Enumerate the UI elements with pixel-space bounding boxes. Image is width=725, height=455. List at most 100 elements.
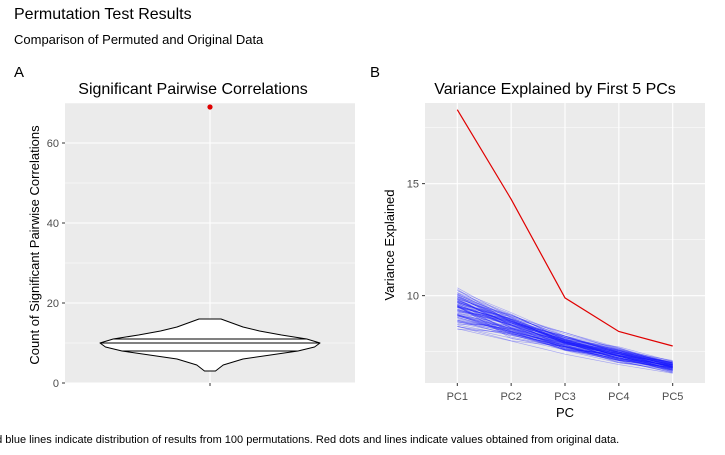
permutation-line	[457, 306, 673, 365]
y-tick-label: 20	[47, 298, 59, 310]
permutation-line	[457, 313, 673, 371]
permutation-line	[457, 329, 673, 371]
permutation-line	[457, 297, 673, 366]
permutation-line	[457, 320, 673, 369]
permutation-line	[457, 306, 673, 367]
permutation-line	[457, 292, 673, 366]
permutation-line	[457, 301, 673, 364]
permutation-line	[457, 302, 673, 367]
original-series-line	[456, 109, 673, 347]
figure-caption: nd blue lines indicate distribution of r…	[0, 434, 620, 446]
permutation-line	[457, 306, 673, 364]
permutation-line	[457, 312, 673, 366]
permutation-line	[457, 305, 673, 368]
permutation-line	[457, 310, 673, 367]
panel-b-original-line	[456, 109, 673, 347]
permutation-line	[457, 313, 673, 369]
permutation-line	[457, 304, 673, 370]
violin-shape	[99, 318, 321, 372]
permutation-line	[457, 321, 673, 366]
permutation-line	[457, 304, 673, 368]
permutation-line	[457, 300, 673, 362]
permutation-line	[457, 314, 673, 370]
permutation-line	[457, 319, 673, 371]
permutation-line	[457, 294, 673, 366]
permutation-line	[457, 311, 673, 366]
permutation-line	[457, 301, 673, 365]
permutation-line	[457, 315, 673, 364]
permutation-line	[457, 316, 673, 368]
permutation-line	[457, 294, 673, 365]
permutation-line	[457, 301, 673, 364]
y-tick-label: 10	[407, 291, 419, 303]
permutation-line	[457, 309, 673, 366]
permutation-line	[457, 326, 673, 372]
permutation-line	[457, 314, 673, 371]
panel-a: Significant Pairwise Correlations 0 20 40 6…	[27, 81, 355, 390]
permutation-line	[457, 306, 673, 366]
permutation-line	[457, 293, 673, 365]
permutation-line	[457, 305, 673, 371]
permutation-line	[457, 322, 673, 370]
panel-b-title: Variance Explained by First 5 PCs	[434, 81, 676, 98]
permutation-line	[457, 324, 673, 367]
permutation-line	[457, 295, 673, 361]
permutation-line	[457, 315, 673, 368]
permutation-line	[457, 304, 673, 367]
permutation-line	[457, 298, 673, 366]
permutation-line	[457, 301, 673, 369]
permutation-line	[457, 297, 673, 363]
permutation-line	[457, 296, 673, 366]
permutation-line	[457, 328, 673, 374]
x-tick-label: PC4	[608, 391, 629, 403]
permutation-line	[457, 326, 673, 368]
panel-a-title: Significant Pairwise Correlations	[78, 81, 307, 98]
x-tick-label: PC5	[662, 391, 683, 403]
permutation-line	[457, 290, 673, 364]
y-tick-label: 60	[47, 138, 59, 150]
permutation-line	[457, 317, 673, 372]
panel-b-gridlines	[425, 103, 705, 383]
permutation-line	[457, 305, 673, 369]
permutation-line	[457, 319, 673, 366]
panel-a-y-label: Count of Significant Pairwise Correlatio…	[27, 125, 42, 365]
permutation-line	[457, 324, 673, 368]
x-tick-label: PC3	[554, 391, 575, 403]
panel-a-tag: A	[14, 64, 25, 81]
panel-b-y-label: Variance Explained	[382, 189, 397, 300]
permutation-line	[457, 290, 673, 368]
panel-b-x-label: PC	[556, 405, 574, 420]
permutation-line	[457, 300, 673, 365]
permutation-line	[457, 299, 673, 362]
permutation-line	[457, 305, 673, 372]
permutation-line	[457, 304, 673, 364]
permutation-line	[457, 298, 673, 367]
y-tick-label: 15	[407, 179, 419, 191]
permutation-line	[457, 293, 673, 365]
permutation-line	[457, 287, 673, 362]
permutation-line	[457, 317, 673, 374]
panel-b: Variance Explained by First 5 PCs 10 15 PC…	[382, 81, 705, 420]
permutation-line	[457, 296, 673, 365]
permutation-line	[457, 314, 673, 368]
permutation-line	[457, 292, 673, 364]
permutation-line	[457, 308, 673, 368]
permutation-line	[457, 305, 673, 368]
permutation-line	[457, 307, 673, 371]
figure-title: Permutation Test Results	[14, 6, 192, 23]
permutation-line	[457, 311, 673, 366]
permutation-line	[457, 307, 673, 368]
permutation-line	[457, 309, 673, 370]
permutation-line	[457, 325, 673, 373]
x-tick-label: PC2	[500, 391, 521, 403]
permutation-line	[457, 321, 673, 370]
permutation-line	[457, 294, 673, 363]
permutation-line	[457, 294, 673, 364]
y-tick-label: 0	[53, 378, 59, 390]
panel-b-tag: B	[370, 64, 381, 81]
permutation-line	[457, 320, 673, 369]
permutation-line	[457, 298, 673, 362]
permutation-line	[457, 302, 673, 367]
permutation-line	[457, 299, 673, 367]
